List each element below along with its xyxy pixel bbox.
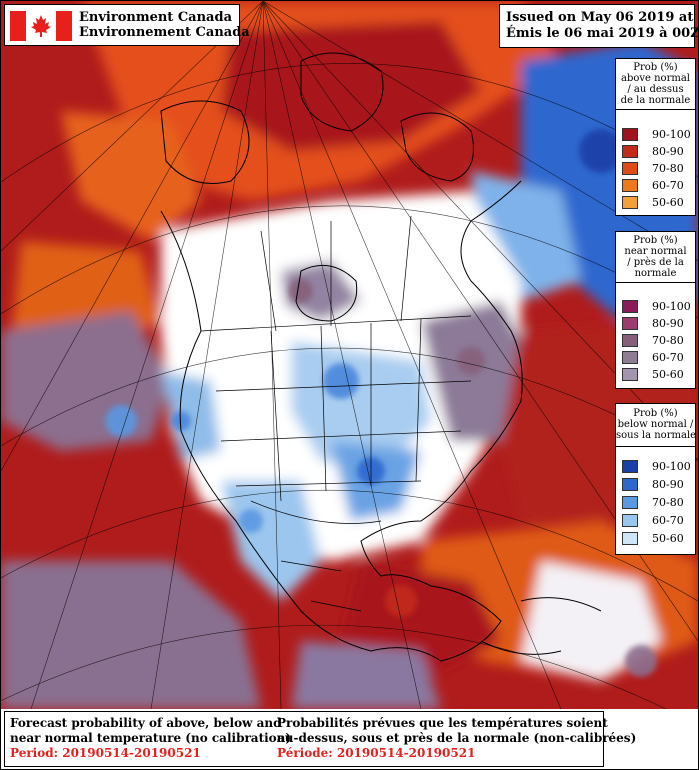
coastlines [160,52,602,662]
legend-near-normal: Prob (%) near normal / près de la normal… [615,231,696,389]
legend-swatch [622,334,638,347]
legend-label: 60-70 [652,351,684,364]
issued-date-french: Émis le 06 mai 2019 à 00Z [506,26,699,41]
legend-label: 50-60 [652,196,684,209]
legend-swatch [622,460,638,473]
legend-label: 80-90 [652,478,684,491]
legend-label: 70-80 [652,162,684,175]
legend-label: 90-100 [652,460,691,473]
legend-label: 80-90 [652,317,684,330]
region-pacific-south-below [291,641,441,709]
legend-title-line: below normal / [617,419,694,430]
caption-english-line1: Forecast probability of above, below and [10,716,282,730]
legend-separator [616,282,695,283]
legend-above-normal: Prob (%) above normal / au dessus de la … [615,58,696,216]
legend-swatch [622,128,638,141]
legend-swatch [622,478,638,491]
legend-label: 60-70 [652,514,684,527]
org-name-french: Environnement Canada [79,25,250,40]
legend-swatch [622,351,638,364]
legend-label: 90-100 [652,128,691,141]
org-name-english: Environment Canada [79,10,232,25]
caption-french-line2: au-dessus, sous et près de la normale (n… [277,731,637,745]
canada-flag-icon [10,11,72,41]
period-french: Période: 20190514-20190521 [277,746,476,760]
legend-separator [616,446,695,447]
period-english: Period: 20190514-20190521 [10,746,201,760]
legend-title-line: Prob (%) [633,62,678,73]
legend-label: 90-100 [652,300,691,313]
probability-map [1,1,698,709]
legend-swatch [622,300,638,313]
legend-label: 60-70 [652,179,684,192]
legend-title-line: Prob (%) [633,408,678,419]
legend-title-line: above normal [620,73,690,84]
legend-swatch [622,145,638,158]
region-west-coast-below [161,371,221,461]
legend-title-line: sous la normale [616,430,697,441]
region-hudson-near-normal [281,261,361,321]
region-arctic-red [221,21,481,151]
legend-title-line: de la normale [620,95,691,106]
legend-swatch [622,317,638,330]
issued-date-english: Issued on May 06 2019 at 00Z [506,10,698,25]
legend-swatch [622,196,638,209]
legend-swatch [622,496,638,509]
legend-label: 50-60 [652,368,684,381]
legend-title-line: / au dessus [627,84,684,95]
legend-title-line: / près de la [627,257,684,268]
legend-below-normal: Prob (%) below normal / sous la normale … [615,403,696,555]
legend-swatch [622,179,638,192]
environment-canada-logo-box: Environment Canada Environnement Canada [4,4,250,46]
legend-title-line: normale [634,268,677,279]
legend-title-line: Prob (%) [633,235,678,246]
legend-label: 80-90 [652,145,684,158]
legend-label: 70-80 [652,334,684,347]
caption-english-line2: near normal temperature (no calibration) [10,731,292,745]
political-borders [200,215,472,612]
region-canada-neutral [211,211,461,311]
legend-separator [616,109,695,110]
legend-swatch [622,532,638,545]
legend-swatch [622,514,638,527]
region-southwest-near-normal [1,561,261,709]
legend-swatch [622,162,638,175]
legend-swatch [622,368,638,381]
caption-french-line1: Probabilités prévues que les température… [277,716,608,730]
footer-caption: Forecast probability of above, below and… [4,711,636,767]
legend-label: 70-80 [652,496,684,509]
legend-label: 50-60 [652,532,684,545]
legend-title-line: near normal [624,246,687,257]
issued-date-box: Issued on May 06 2019 at 00Z Émis le 06 … [499,4,698,48]
region-north-pacific-orange [61,111,201,241]
region-southeast-white [521,561,661,681]
